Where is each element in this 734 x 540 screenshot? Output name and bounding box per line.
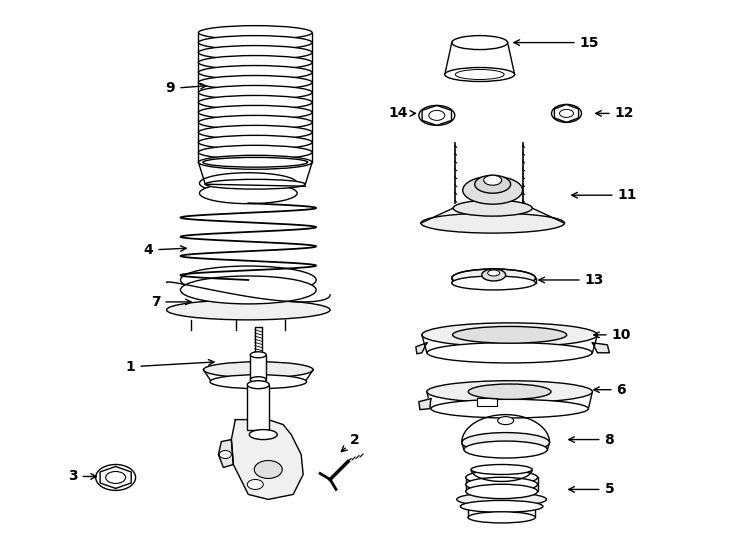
Ellipse shape [198, 105, 312, 119]
Polygon shape [231, 420, 303, 500]
Text: 5: 5 [569, 482, 614, 496]
Text: 3: 3 [68, 469, 96, 483]
Ellipse shape [219, 450, 231, 458]
Ellipse shape [559, 110, 573, 117]
Polygon shape [416, 343, 427, 354]
Ellipse shape [167, 300, 330, 320]
Ellipse shape [198, 76, 312, 90]
Ellipse shape [471, 464, 532, 475]
Text: 10: 10 [594, 328, 631, 342]
Ellipse shape [429, 110, 445, 120]
Ellipse shape [466, 477, 537, 491]
Ellipse shape [250, 377, 266, 383]
Ellipse shape [106, 471, 126, 483]
Ellipse shape [203, 157, 308, 167]
Ellipse shape [210, 375, 307, 389]
Ellipse shape [453, 327, 567, 343]
Ellipse shape [468, 512, 535, 523]
Ellipse shape [452, 36, 508, 50]
Ellipse shape [462, 433, 550, 453]
Ellipse shape [203, 362, 313, 377]
Ellipse shape [198, 85, 312, 99]
Text: 6: 6 [594, 383, 626, 397]
Ellipse shape [445, 68, 515, 82]
Ellipse shape [498, 417, 514, 424]
Ellipse shape [453, 200, 532, 216]
Polygon shape [100, 467, 131, 489]
Ellipse shape [457, 492, 547, 506]
Ellipse shape [466, 470, 537, 484]
Polygon shape [219, 440, 233, 468]
Ellipse shape [475, 176, 511, 193]
Ellipse shape [250, 352, 266, 358]
Ellipse shape [455, 70, 504, 79]
Ellipse shape [250, 430, 277, 440]
Bar [250, 355, 266, 380]
Ellipse shape [198, 145, 312, 159]
Bar [255, 327, 262, 355]
Ellipse shape [181, 276, 316, 304]
Ellipse shape [466, 484, 537, 498]
Ellipse shape [198, 125, 312, 139]
Ellipse shape [200, 183, 297, 204]
Ellipse shape [95, 464, 136, 490]
Polygon shape [419, 399, 431, 410]
Ellipse shape [462, 176, 523, 204]
Text: 8: 8 [569, 433, 614, 447]
Text: 15: 15 [514, 36, 599, 50]
Ellipse shape [427, 342, 592, 363]
Text: 4: 4 [144, 243, 186, 257]
Ellipse shape [551, 104, 581, 123]
Ellipse shape [484, 176, 501, 185]
Ellipse shape [200, 173, 297, 194]
Ellipse shape [419, 105, 455, 125]
Ellipse shape [198, 156, 312, 169]
Text: 2: 2 [341, 433, 360, 451]
Ellipse shape [198, 96, 312, 110]
Ellipse shape [431, 399, 588, 418]
Ellipse shape [198, 45, 312, 59]
Ellipse shape [482, 269, 506, 281]
Polygon shape [554, 104, 578, 123]
Ellipse shape [198, 25, 312, 39]
Polygon shape [592, 343, 609, 353]
Polygon shape [476, 397, 497, 406]
Polygon shape [422, 105, 451, 125]
Ellipse shape [452, 269, 536, 287]
Text: 7: 7 [150, 295, 191, 309]
Bar [247, 384, 269, 430]
Text: 12: 12 [596, 106, 634, 120]
Ellipse shape [468, 384, 551, 400]
Ellipse shape [198, 136, 312, 150]
Ellipse shape [198, 56, 312, 70]
Ellipse shape [254, 461, 282, 478]
Ellipse shape [181, 266, 316, 294]
Ellipse shape [247, 381, 269, 389]
Ellipse shape [198, 116, 312, 130]
Ellipse shape [247, 480, 264, 489]
Text: 13: 13 [539, 273, 604, 287]
Ellipse shape [452, 276, 536, 290]
Text: 14: 14 [388, 106, 415, 120]
Ellipse shape [422, 323, 597, 347]
Text: 11: 11 [572, 188, 637, 202]
Ellipse shape [460, 501, 543, 512]
Ellipse shape [198, 65, 312, 79]
Ellipse shape [464, 441, 548, 458]
Text: 9: 9 [166, 82, 206, 96]
Ellipse shape [427, 381, 592, 403]
Ellipse shape [198, 36, 312, 50]
Text: 1: 1 [126, 360, 214, 374]
Ellipse shape [421, 213, 564, 233]
Ellipse shape [206, 179, 305, 189]
Ellipse shape [487, 270, 500, 276]
